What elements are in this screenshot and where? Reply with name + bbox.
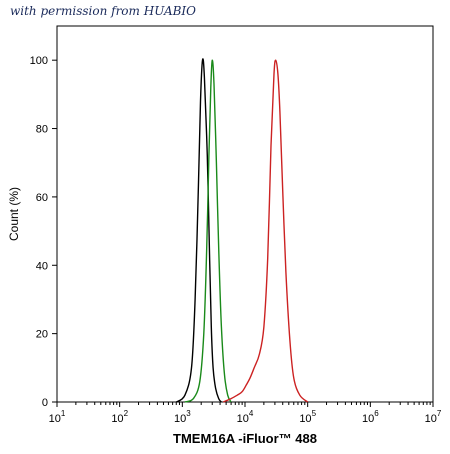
x-tick-label: 104 <box>237 409 254 425</box>
x-axis-label: TMEM16A -iFluor™ 488 <box>173 431 317 446</box>
histogram-series-2 <box>184 59 232 403</box>
histogram-series-1 <box>175 58 222 403</box>
x-tick-label: 107 <box>425 409 442 425</box>
y-tick-label: 60 <box>36 192 48 204</box>
x-tick-label: 106 <box>362 409 379 425</box>
x-tick-label: 103 <box>174 409 191 425</box>
x-axis: 101 102 103 104 105 106 107 <box>49 402 442 425</box>
y-axis-label: Count (%) <box>7 187 21 241</box>
plot-frame <box>56 25 434 403</box>
y-tick-label: 40 <box>36 260 48 272</box>
histogram-series-3 <box>223 59 309 403</box>
y-axis: 0 20 40 60 80 100 <box>30 55 57 409</box>
y-tick-label: 0 <box>42 397 48 409</box>
x-tick-label: 102 <box>111 409 128 425</box>
x-tick-label: 101 <box>49 409 66 425</box>
watermark-text: with permission from HUABIO <box>10 4 196 18</box>
series-group <box>175 58 309 403</box>
y-tick-label: 80 <box>36 124 48 136</box>
y-tick-label: 100 <box>30 55 48 67</box>
x-tick-label: 105 <box>299 409 316 425</box>
y-tick-label: 20 <box>36 329 48 341</box>
